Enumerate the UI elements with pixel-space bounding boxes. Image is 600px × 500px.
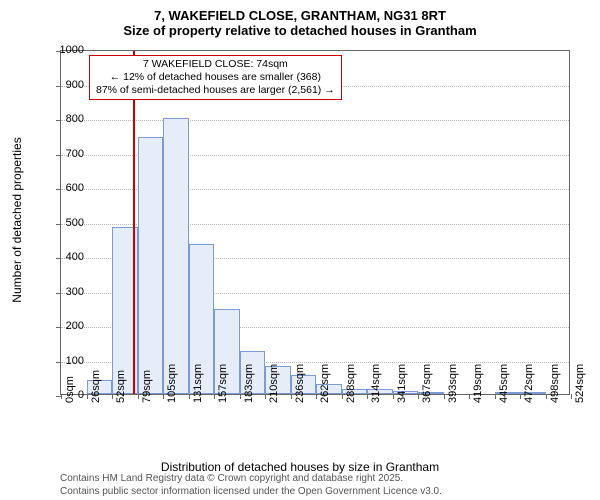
footer-line2: Contains public sector information licen… bbox=[60, 486, 442, 499]
x-tick-mark bbox=[316, 394, 317, 399]
x-tick-label: 131sqm bbox=[192, 364, 204, 403]
annotation-line2: ← 12% of detached houses are smaller (36… bbox=[96, 71, 335, 84]
x-tick-mark bbox=[520, 394, 521, 399]
y-tick-label: 200 bbox=[44, 320, 84, 332]
x-tick-label: 79sqm bbox=[141, 370, 153, 403]
chart-title-main: 7, WAKEFIELD CLOSE, GRANTHAM, NG31 8RT bbox=[0, 0, 600, 23]
x-tick-mark bbox=[546, 394, 547, 399]
x-tick-label: 157sqm bbox=[217, 364, 229, 403]
x-tick-label: 419sqm bbox=[472, 364, 484, 403]
marker-annotation: 7 WAKEFIELD CLOSE: 74sqm ← 12% of detach… bbox=[89, 55, 342, 100]
x-tick-mark bbox=[214, 394, 215, 399]
footer-attribution: Contains HM Land Registry data © Crown c… bbox=[60, 473, 442, 498]
x-tick-mark bbox=[189, 394, 190, 399]
x-tick-mark bbox=[418, 394, 419, 399]
x-tick-label: 498sqm bbox=[549, 364, 561, 403]
y-tick-label: 300 bbox=[44, 286, 84, 298]
x-axis-label: Distribution of detached houses by size … bbox=[0, 460, 600, 474]
x-tick-mark bbox=[163, 394, 164, 399]
x-tick-mark bbox=[291, 394, 292, 399]
chart-container: 7, WAKEFIELD CLOSE, GRANTHAM, NG31 8RT S… bbox=[0, 0, 600, 500]
y-tick-label: 800 bbox=[44, 113, 84, 125]
x-tick-label: 314sqm bbox=[370, 364, 382, 403]
histogram-bar bbox=[163, 118, 189, 394]
x-tick-label: 341sqm bbox=[396, 364, 408, 403]
x-tick-label: 183sqm bbox=[243, 364, 255, 403]
x-tick-label: 262sqm bbox=[319, 364, 331, 403]
x-tick-mark bbox=[444, 394, 445, 399]
x-tick-label: 393sqm bbox=[447, 364, 459, 403]
x-tick-mark bbox=[112, 394, 113, 399]
x-tick-label: 52sqm bbox=[115, 370, 127, 403]
x-tick-label: 367sqm bbox=[421, 364, 433, 403]
x-tick-label: 472sqm bbox=[523, 364, 535, 403]
x-tick-mark bbox=[469, 394, 470, 399]
grid-line bbox=[61, 120, 569, 121]
x-tick-label: 0sqm bbox=[64, 376, 76, 403]
x-tick-mark bbox=[265, 394, 266, 399]
x-tick-label: 105sqm bbox=[166, 364, 178, 403]
x-tick-label: 288sqm bbox=[345, 364, 357, 403]
x-tick-label: 236sqm bbox=[294, 364, 306, 403]
annotation-line3: 87% of semi-detached houses are larger (… bbox=[96, 84, 335, 97]
x-tick-mark bbox=[342, 394, 343, 399]
x-tick-label: 210sqm bbox=[268, 364, 280, 403]
x-tick-mark bbox=[367, 394, 368, 399]
x-tick-mark bbox=[393, 394, 394, 399]
y-tick-label: 900 bbox=[44, 79, 84, 91]
x-tick-label: 26sqm bbox=[90, 370, 102, 403]
y-tick-label: 700 bbox=[44, 148, 84, 160]
y-axis-label: Number of detached properties bbox=[10, 137, 24, 302]
x-tick-mark bbox=[571, 394, 572, 399]
x-tick-mark bbox=[240, 394, 241, 399]
footer-line1: Contains HM Land Registry data © Crown c… bbox=[60, 473, 442, 486]
histogram-bar bbox=[138, 137, 164, 394]
x-tick-label: 524sqm bbox=[574, 364, 586, 403]
plot-area: 7 WAKEFIELD CLOSE: 74sqm ← 12% of detach… bbox=[60, 50, 570, 395]
marker-line bbox=[133, 51, 135, 394]
y-tick-label: 600 bbox=[44, 182, 84, 194]
x-tick-mark bbox=[87, 394, 88, 399]
y-tick-label: 400 bbox=[44, 251, 84, 263]
annotation-line1: 7 WAKEFIELD CLOSE: 74sqm bbox=[96, 58, 335, 71]
x-tick-mark bbox=[138, 394, 139, 399]
chart-title-sub: Size of property relative to detached ho… bbox=[0, 23, 600, 42]
x-tick-mark bbox=[495, 394, 496, 399]
y-tick-label: 100 bbox=[44, 355, 84, 367]
y-tick-label: 500 bbox=[44, 217, 84, 229]
x-tick-label: 445sqm bbox=[498, 364, 510, 403]
y-tick-label: 1000 bbox=[44, 44, 84, 56]
